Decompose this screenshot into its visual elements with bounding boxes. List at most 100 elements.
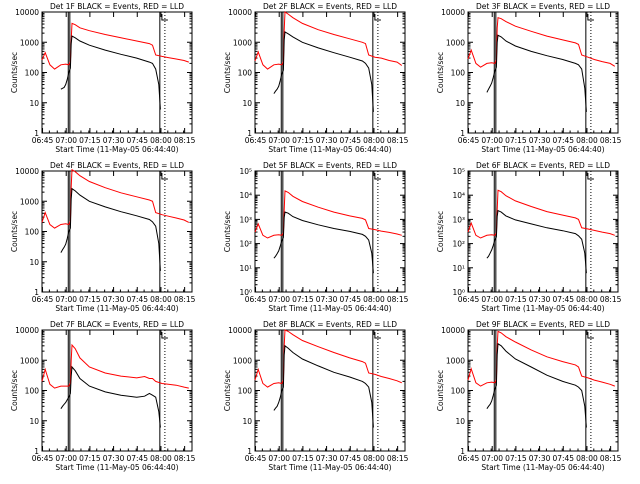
x-axis-label: Start Time (11-May-05 06:44:40) — [268, 145, 391, 154]
x-tick-label: 08:00 — [576, 295, 598, 304]
y-tick-label: 100 — [25, 387, 40, 396]
y-tick-label: 10000 — [441, 326, 465, 335]
x-tick-label: 07:15 — [505, 295, 527, 304]
y-tick-label: 1 — [247, 129, 252, 138]
x-tick-label: 07:30 — [316, 295, 338, 304]
x-tick-label: 06:45 — [458, 136, 480, 145]
y-tick-label: 10 — [29, 258, 39, 267]
x-tick-label: 07:15 — [505, 454, 527, 463]
x-tick-label: 07:30 — [529, 454, 551, 463]
plot-frame — [254, 11, 406, 134]
y-tick-label: 10⁵ — [239, 167, 252, 176]
marker-bracket — [374, 332, 381, 339]
series-lld-line — [254, 329, 402, 388]
y-tick-label: 1 — [460, 447, 465, 456]
x-tick-label: 07:45 — [552, 454, 574, 463]
x-tick-label: 08:15 — [387, 454, 409, 463]
x-tick-label: 07:00 — [481, 454, 503, 463]
y-tick-label: 10000 — [228, 8, 252, 17]
x-tick-label: 07:45 — [126, 136, 148, 145]
x-tick-label: 08:15 — [174, 454, 196, 463]
plot-title: Det 8F BLACK = Events, RED = LLD — [263, 320, 397, 329]
x-tick-label: 07:30 — [103, 136, 125, 145]
x-tick-label: 07:15 — [79, 136, 101, 145]
y-tick-label: 100 — [25, 228, 40, 237]
series-events-line — [60, 35, 161, 110]
x-axis-label: Start Time (11-May-05 06:44:40) — [268, 304, 391, 313]
y-axis-label: Counts/sec — [436, 52, 445, 93]
x-tick-label: 07:15 — [79, 295, 101, 304]
series-events-line — [486, 342, 587, 428]
y-tick-label: 10⁰ — [239, 288, 252, 297]
y-tick-label: 1000 — [20, 38, 39, 47]
series-events-line — [60, 365, 161, 428]
y-axis-label: Counts/sec — [10, 211, 19, 252]
y-tick-label: 100 — [238, 387, 253, 396]
x-tick-label: 07:45 — [552, 136, 574, 145]
series-events-line — [60, 187, 161, 271]
y-tick-label: 10³ — [239, 215, 252, 224]
x-tick-label: 08:00 — [363, 295, 385, 304]
marker-bracket — [587, 14, 594, 21]
x-tick-label: 07:45 — [339, 136, 361, 145]
y-tick-label: 10 — [242, 99, 252, 108]
plot-title: Det 4F BLACK = Events, RED = LLD — [50, 161, 184, 170]
marker-bracket — [161, 173, 168, 180]
panel-det-2: Det 2F BLACK = Events, RED = LLD 1 10 100 10… — [223, 2, 409, 154]
series-events-line — [273, 31, 374, 112]
y-tick-label: 10 — [455, 417, 465, 426]
y-tick-label: 1000 — [446, 356, 465, 365]
x-tick-label: 08:15 — [174, 295, 196, 304]
x-tick-label: 07:00 — [268, 454, 290, 463]
x-axis-label: Start Time (11-May-05 06:44:40) — [481, 145, 604, 154]
y-tick-label: 1000 — [20, 356, 39, 365]
y-tick-label: 1 — [460, 129, 465, 138]
x-tick-label: 06:45 — [458, 295, 480, 304]
marker-bracket — [161, 332, 168, 339]
x-tick-label: 08:00 — [576, 454, 598, 463]
x-tick-label: 07:00 — [55, 295, 77, 304]
x-tick-label: 07:30 — [316, 136, 338, 145]
y-tick-label: 10000 — [15, 167, 39, 176]
y-tick-label: 10 — [29, 99, 39, 108]
x-tick-label: 06:45 — [32, 136, 54, 145]
series-lld-line — [41, 22, 189, 70]
x-axis-label: Start Time (11-May-05 06:44:40) — [481, 304, 604, 313]
plot-frame — [41, 329, 193, 452]
x-tick-label: 08:15 — [387, 136, 409, 145]
x-tick-label: 07:00 — [55, 136, 77, 145]
plot-title: Det 2F BLACK = Events, RED = LLD — [263, 2, 397, 11]
x-tick-label: 08:00 — [363, 136, 385, 145]
x-tick-label: 08:00 — [150, 295, 172, 304]
panel-det-1: Det 1F BLACK = Events, RED = LLD 1 10 100 10… — [10, 2, 196, 154]
y-tick-label: 10000 — [441, 8, 465, 17]
plot-title: Det 3F BLACK = Events, RED = LLD — [476, 2, 610, 11]
y-axis-label: Counts/sec — [10, 52, 19, 93]
y-axis-label: Counts/sec — [436, 211, 445, 252]
plot-frame — [254, 329, 406, 452]
x-tick-label: 07:45 — [552, 295, 574, 304]
plot-title: Det 6F BLACK = Events, RED = LLD — [476, 161, 610, 170]
x-tick-label: 08:15 — [600, 136, 622, 145]
y-tick-label: 10000 — [15, 326, 39, 335]
plot-frame — [41, 11, 193, 134]
panel-det-5: Det 5F BLACK = Events, RED = LLD 10⁰ 10¹ 10… — [223, 161, 409, 313]
y-tick-label: 10¹ — [452, 264, 465, 273]
panel-det-6: Det 6F BLACK = Events, RED = LLD 10⁰ 10¹ 10… — [436, 161, 622, 313]
x-tick-label: 07:00 — [268, 136, 290, 145]
x-tick-label: 07:15 — [292, 454, 314, 463]
plot-title: Det 7F BLACK = Events, RED = LLD — [50, 320, 184, 329]
y-tick-label: 10 — [455, 99, 465, 108]
y-tick-label: 100 — [451, 69, 466, 78]
series-events-line — [486, 209, 587, 274]
marker-bracket — [587, 332, 594, 339]
y-tick-label: 10⁴ — [239, 191, 252, 200]
x-tick-label: 08:15 — [174, 136, 196, 145]
x-tick-label: 07:00 — [481, 295, 503, 304]
y-tick-label: 1000 — [20, 197, 39, 206]
x-tick-label: 07:15 — [79, 454, 101, 463]
panel-det-4: Det 4F BLACK = Events, RED = LLD 1 10 100 10… — [10, 161, 196, 313]
x-tick-label: 07:15 — [292, 295, 314, 304]
series-lld-line — [41, 168, 190, 229]
